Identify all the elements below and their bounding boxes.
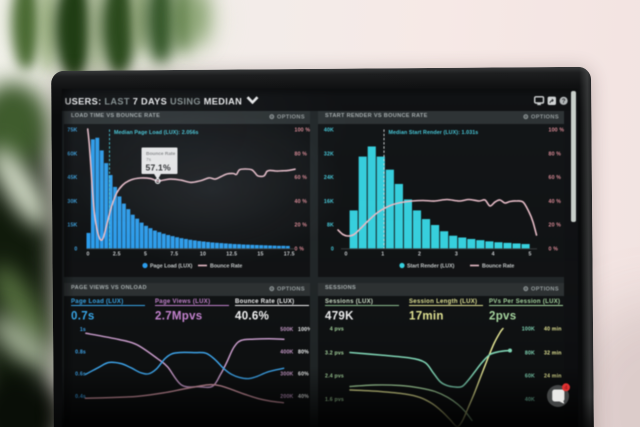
- svg-text:500K: 500K: [280, 327, 293, 333]
- svg-text:Page Load (LUX): Page Load (LUX): [71, 299, 124, 305]
- svg-text:0: 0: [86, 251, 89, 257]
- svg-text:40 %: 40 %: [295, 198, 308, 204]
- svg-text:60%: 60%: [298, 371, 309, 377]
- svg-text:100 %: 100 %: [549, 127, 565, 133]
- svg-text:60K: 60K: [525, 373, 535, 379]
- svg-text:40 min: 40 min: [544, 326, 562, 332]
- svg-text:45K: 45K: [67, 175, 77, 181]
- svg-text:40K: 40K: [525, 397, 535, 403]
- svg-text:5: 5: [144, 251, 147, 257]
- svg-text:10: 10: [200, 251, 206, 257]
- svg-text:0.6s: 0.6s: [75, 371, 86, 377]
- svg-text:0 %: 0 %: [549, 246, 559, 252]
- svg-text:100 %: 100 %: [295, 127, 311, 133]
- svg-text:5: 5: [528, 251, 531, 257]
- svg-text:Session Length (LUX): Session Length (LUX): [409, 299, 477, 305]
- svg-text:1s: 1s: [80, 327, 86, 333]
- svg-text:100%: 100%: [298, 327, 310, 333]
- svg-text:1: 1: [381, 251, 384, 257]
- svg-text:3: 3: [455, 251, 458, 257]
- svg-text:0: 0: [74, 246, 77, 252]
- svg-text:Page Load (LUX): Page Load (LUX): [150, 263, 193, 269]
- svg-text:60 %: 60 %: [295, 175, 308, 181]
- svg-text:16K: 16K: [324, 198, 334, 204]
- svg-text:40%: 40%: [298, 394, 309, 400]
- svg-text:80 %: 80 %: [549, 151, 562, 157]
- svg-text:0 %: 0 %: [295, 246, 305, 252]
- svg-text:32K: 32K: [324, 151, 334, 157]
- svg-text:479K: 479K: [325, 310, 354, 322]
- svg-text:80%: 80%: [298, 349, 309, 355]
- svg-text:60 %: 60 %: [549, 175, 562, 181]
- svg-text:17.5: 17.5: [284, 251, 295, 257]
- svg-text:17min: 17min: [409, 310, 444, 322]
- svg-text:Bounce Rate: Bounce Rate: [146, 151, 176, 157]
- svg-text:2.4 pvs: 2.4 pvs: [325, 373, 344, 379]
- svg-text:4: 4: [564, 386, 568, 392]
- svg-text:12.5: 12.5: [226, 251, 237, 257]
- svg-text:15K: 15K: [67, 222, 77, 228]
- svg-text:PVs Per Session (LUX): PVs Per Session (LUX): [489, 299, 560, 305]
- svg-text:2.5: 2.5: [113, 251, 121, 257]
- svg-text:400K: 400K: [280, 349, 293, 355]
- svg-text:200K: 200K: [280, 394, 293, 400]
- svg-text:Median Page Load (LUX): 2.056s: Median Page Load (LUX): 2.056s: [114, 130, 199, 136]
- svg-text:0: 0: [331, 246, 334, 252]
- svg-text:2: 2: [418, 251, 421, 257]
- svg-text:20 %: 20 %: [295, 222, 308, 228]
- svg-text:32 min: 32 min: [544, 350, 562, 356]
- svg-text:8K: 8K: [327, 222, 334, 228]
- svg-text:24K: 24K: [324, 175, 334, 181]
- svg-text:80K: 80K: [525, 350, 535, 356]
- svg-text:300K: 300K: [280, 371, 293, 377]
- svg-text:15: 15: [257, 251, 263, 257]
- svg-text:1.6 pvs: 1.6 pvs: [325, 397, 344, 403]
- svg-text:Bounce Rate: Bounce Rate: [482, 263, 514, 269]
- svg-text:2pvs: 2pvs: [489, 310, 516, 322]
- svg-text:30K: 30K: [67, 198, 77, 204]
- svg-text:?: ?: [561, 98, 565, 105]
- svg-text:Sessions (LUX): Sessions (LUX): [325, 299, 373, 305]
- svg-text:40 %: 40 %: [549, 198, 562, 204]
- svg-text:3.2 pvs: 3.2 pvs: [325, 350, 344, 356]
- svg-text:40K: 40K: [324, 127, 334, 133]
- svg-text:0: 0: [344, 251, 347, 257]
- svg-text:40.6%: 40.6%: [235, 310, 269, 322]
- svg-text:4 pvs: 4 pvs: [330, 326, 344, 332]
- svg-text:Bounce Rate: Bounce Rate: [210, 263, 242, 269]
- svg-text:0.7s: 0.7s: [71, 310, 95, 322]
- svg-text:Bounce Rate (LUX): Bounce Rate (LUX): [235, 299, 294, 305]
- svg-text:57.1%: 57.1%: [146, 162, 172, 172]
- svg-text:80 %: 80 %: [295, 151, 308, 157]
- svg-text:60K: 60K: [67, 151, 77, 157]
- svg-text:2.7Mpvs: 2.7Mpvs: [155, 310, 202, 322]
- svg-text:7.5: 7.5: [170, 251, 178, 257]
- svg-text:0.8s: 0.8s: [75, 349, 86, 355]
- svg-text:Start Render (LUX): Start Render (LUX): [407, 263, 455, 269]
- svg-text:100K: 100K: [522, 326, 535, 332]
- svg-text:0.4s: 0.4s: [75, 394, 86, 400]
- svg-text:4: 4: [492, 251, 495, 257]
- svg-text:24 min: 24 min: [544, 373, 562, 379]
- svg-text:Page Views (LUX): Page Views (LUX): [155, 299, 210, 305]
- svg-text:75K: 75K: [67, 127, 77, 133]
- svg-text:Median Start Render (LUX): 1.0: Median Start Render (LUX): 1.031s: [389, 130, 479, 136]
- svg-text:20 %: 20 %: [549, 222, 562, 228]
